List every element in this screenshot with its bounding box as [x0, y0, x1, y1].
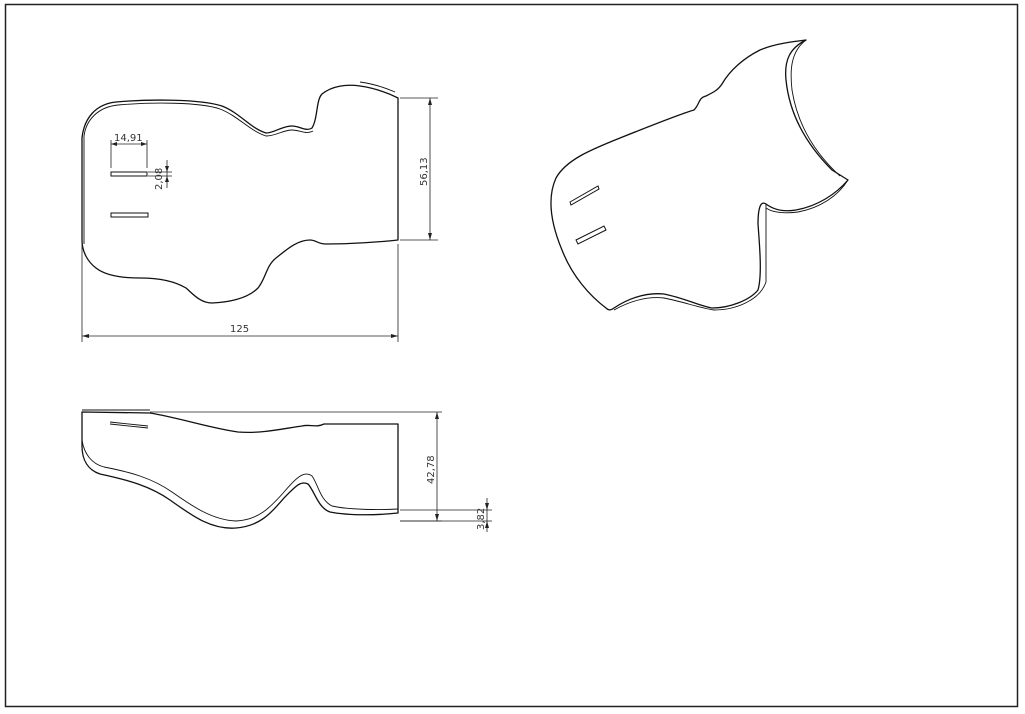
iso-edge-right [790, 39, 841, 177]
iso-outline [550, 39, 849, 311]
iso-edge-lower [613, 204, 767, 311]
dim-slot-length-label: 14,91 [114, 133, 143, 144]
dim-thickness-label: 3,82 [476, 508, 487, 530]
side-view-thickness-line [81, 439, 399, 522]
slot-lower [110, 212, 149, 218]
dim-slot-length: 14,91 [110, 133, 148, 168]
side-view-slot-edge [109, 423, 149, 429]
dim-height-top: 56,13 [400, 97, 438, 241]
dim-overall-length-label: 125 [230, 324, 249, 335]
dim-slot-width: 2,08 [148, 160, 172, 190]
top-view-edge-lobe [359, 81, 396, 93]
iso-slot-upper [569, 185, 600, 206]
sheet-border [4, 3, 1019, 708]
top-view-outline [81, 84, 399, 304]
side-view-slot [109, 421, 149, 427]
iso-edge-bottom [765, 179, 849, 214]
iso-slot-lower [575, 225, 607, 245]
slot-upper [110, 171, 148, 177]
side-view-outline [81, 411, 399, 529]
dim-height-top-label: 56,13 [419, 157, 430, 186]
isometric-view [550, 39, 849, 311]
side-view: 42,78 3,82 [81, 409, 492, 532]
top-view: 14,91 2,08 56,13 125 [81, 81, 438, 342]
dim-overall-length: 125 [81, 244, 399, 342]
top-view-edge-upper [83, 102, 314, 137]
dim-slot-width-label: 2,08 [154, 168, 165, 190]
dim-side-height-label: 42,78 [426, 455, 437, 484]
dim-thickness: 3,82 [400, 498, 492, 532]
